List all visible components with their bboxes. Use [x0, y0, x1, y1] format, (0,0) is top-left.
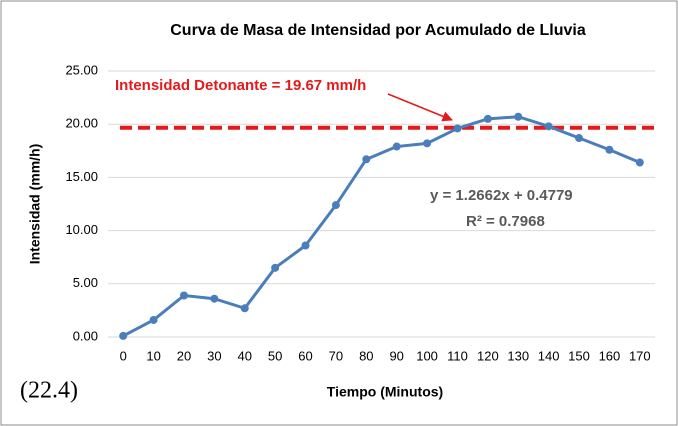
x-tick-label: 50	[268, 348, 282, 363]
x-tick-label: 150	[568, 348, 590, 363]
threshold-arrow	[387, 93, 453, 122]
figure-number: (22.4)	[20, 378, 78, 404]
x-tick-label: 70	[329, 348, 343, 363]
data-point	[483, 114, 492, 123]
data-point	[179, 291, 188, 300]
data-point	[575, 134, 584, 143]
data-line	[122, 115, 641, 338]
data-point	[301, 241, 310, 250]
trendline-equation: y = 1.2662x + 0.4779	[430, 187, 573, 204]
x-tick-label: 110	[447, 348, 468, 363]
data-point	[149, 315, 158, 324]
x-tick-label: 0	[120, 348, 127, 363]
x-tick-label: 120	[477, 348, 499, 363]
data-point	[605, 145, 614, 154]
x-tick-label: 130	[507, 348, 529, 363]
data-point	[514, 112, 523, 121]
x-tick-label: 160	[599, 348, 621, 363]
y-tick-label: 0.00	[73, 328, 98, 343]
x-tick-label: 10	[146, 348, 160, 363]
data-point	[210, 294, 219, 303]
x-tick-label: 20	[177, 348, 191, 363]
data-point	[423, 139, 432, 148]
y-axis-title: Intensidad (mm/h)	[27, 144, 43, 265]
x-tick-label: 100	[416, 348, 438, 363]
threshold-label: Intensidad Detonante = 19.67 mm/h	[115, 77, 366, 94]
x-tick-label: 30	[207, 348, 221, 363]
r-squared: R² = 0.7968	[466, 213, 545, 230]
x-tick-label: 40	[238, 348, 252, 363]
data-point	[271, 263, 280, 272]
y-tick-label: 20.00	[65, 116, 98, 131]
chart-title: Curva de Masa de Intensidad por Acumulad…	[170, 22, 586, 39]
y-tick-label: 15.00	[65, 169, 98, 184]
x-axis-title: Tiempo (Minutos)	[327, 384, 443, 400]
data-point	[635, 158, 644, 167]
x-tick-label: 60	[298, 348, 312, 363]
data-point	[331, 201, 340, 210]
x-tick-label: 140	[538, 348, 560, 363]
x-tick-label: 170	[629, 348, 651, 363]
data-point	[544, 122, 553, 131]
data-point	[119, 331, 128, 340]
data-point	[453, 124, 462, 133]
y-tick-label: 5.00	[73, 275, 98, 290]
y-tick-label: 10.00	[65, 222, 98, 237]
data-point	[392, 142, 401, 151]
data-point	[362, 155, 371, 164]
data-point	[240, 304, 249, 313]
x-tick-label: 80	[359, 348, 373, 363]
x-tick-label: 90	[389, 348, 403, 363]
y-tick-label: 25.00	[65, 62, 98, 77]
